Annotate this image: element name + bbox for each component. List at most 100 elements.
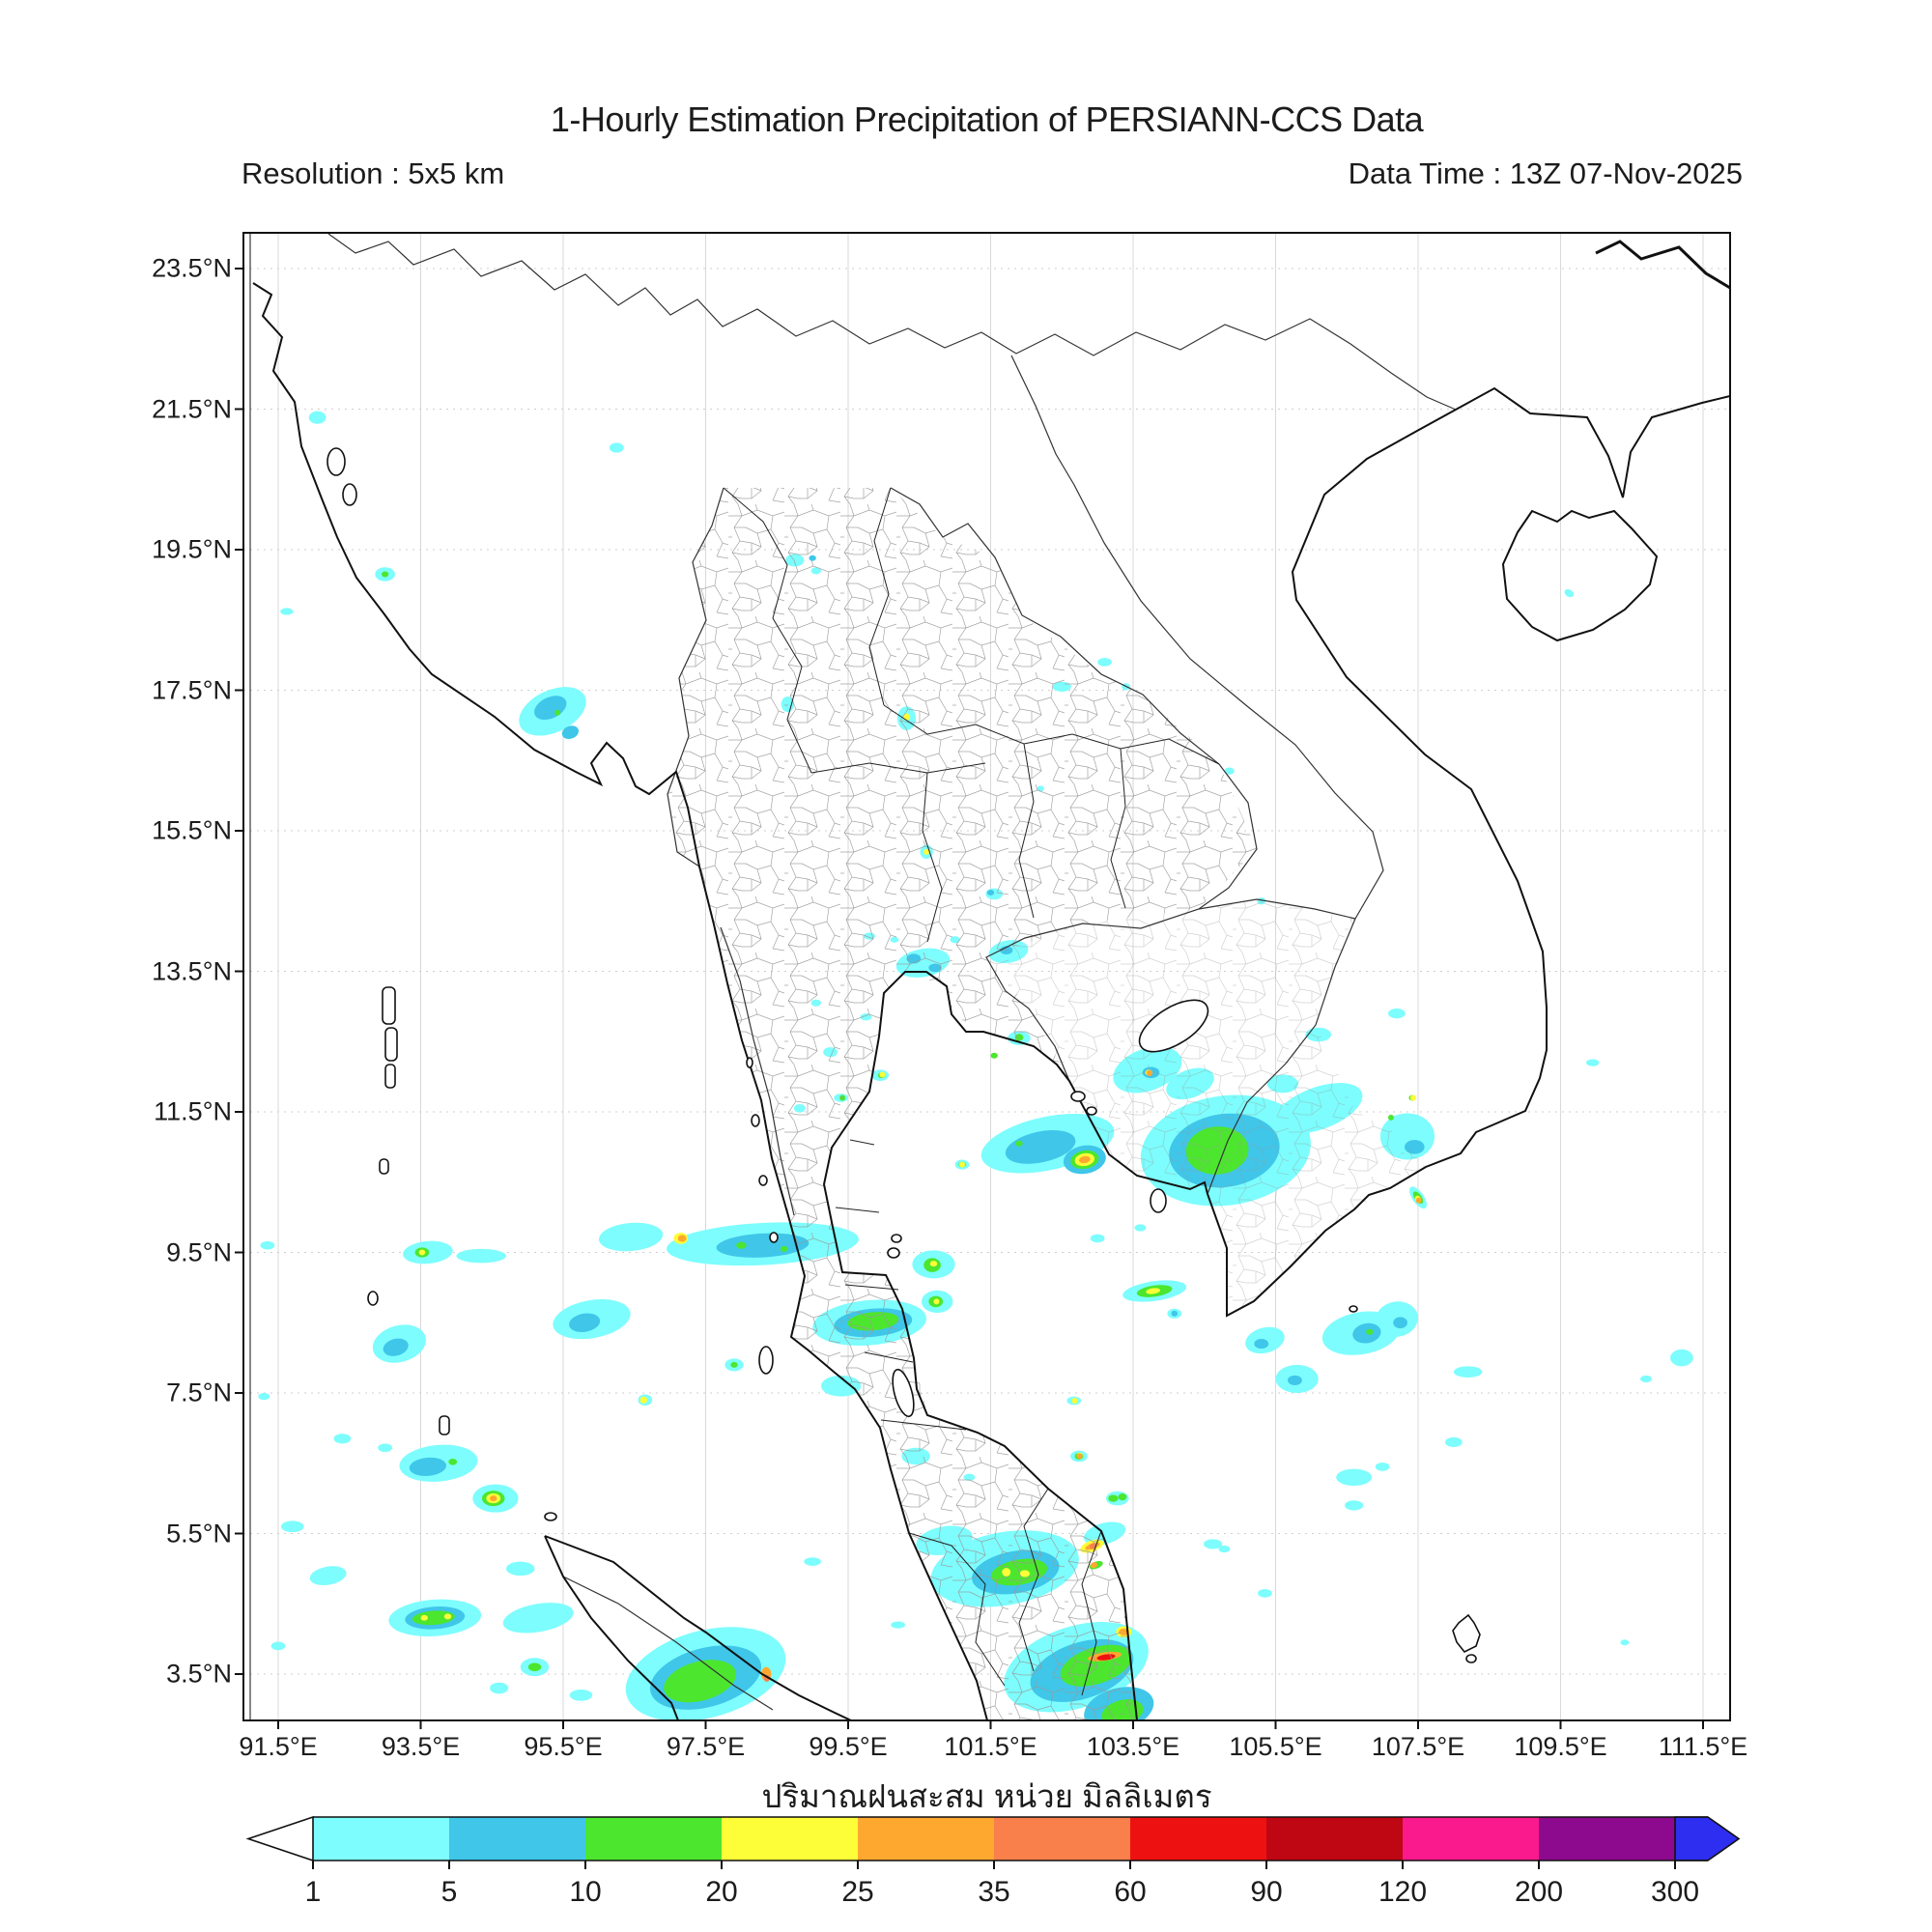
precip-cell bbox=[1254, 1338, 1269, 1350]
colorbar-segment bbox=[994, 1817, 1130, 1861]
precip-cell bbox=[1564, 589, 1575, 598]
lon-tick-label: 111.5°E bbox=[1658, 1732, 1748, 1761]
lat-tick-label: 11.5°N bbox=[154, 1096, 232, 1126]
colorbar-segment bbox=[858, 1817, 994, 1861]
lon-tick-label: 101.5°E bbox=[944, 1732, 1037, 1761]
colorbar-segment bbox=[1403, 1817, 1539, 1861]
precip-cell bbox=[1171, 1310, 1179, 1317]
precip-cell bbox=[1005, 1129, 1076, 1164]
coastline-myanmar-thailand-malaysia bbox=[252, 282, 988, 1720]
precip-cell bbox=[780, 1245, 788, 1252]
precip-cell bbox=[933, 1298, 940, 1305]
colorbar-segment bbox=[449, 1817, 585, 1861]
precip-cell bbox=[1288, 1375, 1302, 1385]
precip-cell bbox=[1071, 1398, 1078, 1405]
lat-tick-label: 17.5°N bbox=[152, 675, 232, 704]
precip-cell bbox=[1453, 1366, 1483, 1378]
map-caption-thai: ปริมาณฝนสะสม หน่วย มิลลิเมตร bbox=[761, 1778, 1212, 1814]
precip-cell bbox=[1415, 1197, 1422, 1204]
precip-cell bbox=[1409, 1094, 1416, 1101]
precip-cell bbox=[598, 1222, 664, 1252]
precip-cell bbox=[409, 1457, 446, 1476]
colorbar-tick-label: 300 bbox=[1651, 1876, 1699, 1908]
province-borders bbox=[723, 487, 1220, 1696]
precip-cell bbox=[1118, 1493, 1127, 1501]
precip-cell bbox=[639, 1396, 648, 1404]
colorbar-tick-label: 20 bbox=[705, 1876, 737, 1908]
lat-tick-label: 3.5°N bbox=[166, 1659, 232, 1689]
lon-tick-label: 95.5°E bbox=[524, 1732, 603, 1761]
precip-cell bbox=[1097, 658, 1112, 667]
coastlines bbox=[252, 240, 1730, 1720]
precip-cell bbox=[1108, 1494, 1119, 1502]
lat-tick-label: 9.5°N bbox=[166, 1237, 232, 1266]
colorbar-tick-label: 200 bbox=[1515, 1876, 1563, 1908]
precip-cell bbox=[1204, 1539, 1223, 1549]
precip-cell bbox=[736, 1241, 747, 1249]
precip-cell bbox=[308, 411, 327, 424]
colorbar-tick-label: 120 bbox=[1378, 1876, 1427, 1908]
phu-quoc-island bbox=[1150, 1188, 1167, 1213]
phuket-island bbox=[758, 1346, 774, 1375]
precip-cell bbox=[569, 1690, 593, 1701]
lon-tick-label: 97.5°E bbox=[666, 1732, 746, 1761]
coastline-china-corner bbox=[1595, 240, 1730, 290]
precip-cell bbox=[443, 1613, 452, 1620]
precip-cell bbox=[1090, 1234, 1105, 1243]
tonle-sap-lake bbox=[1138, 999, 1209, 1053]
precip-cell bbox=[412, 1610, 455, 1626]
precip-cell bbox=[383, 1338, 409, 1356]
precip-cell bbox=[280, 1520, 304, 1533]
thailand-district-mesh bbox=[668, 488, 1257, 1720]
precip-cell bbox=[1620, 1639, 1630, 1646]
songkhla-lake bbox=[892, 1368, 915, 1418]
lat-tick-label: 15.5°N bbox=[152, 815, 232, 845]
page-title: 1-Hourly Estimation Precipitation of PER… bbox=[550, 99, 1424, 139]
coastline-sumatra-west bbox=[544, 1535, 679, 1720]
indochina-district-mesh bbox=[986, 899, 1426, 1316]
colorbar-segment bbox=[1266, 1817, 1403, 1861]
precip-cell bbox=[420, 1614, 428, 1621]
precip-cell bbox=[677, 1235, 687, 1242]
colorbar-segment bbox=[722, 1817, 858, 1861]
precip-cell bbox=[1375, 1463, 1390, 1471]
precip-cell bbox=[381, 571, 389, 578]
coastline-sumatra-east bbox=[544, 1535, 852, 1720]
precip-cell bbox=[1336, 1468, 1373, 1487]
lon-tick-label: 93.5°E bbox=[381, 1732, 461, 1761]
colorbar-tick-label: 25 bbox=[841, 1876, 873, 1908]
precip-cell bbox=[1586, 1059, 1600, 1066]
coastline-hainan bbox=[1501, 509, 1659, 642]
precip-cell bbox=[527, 1662, 542, 1672]
precip-cell bbox=[716, 1233, 810, 1258]
precip-cell bbox=[609, 442, 624, 453]
precip-cell bbox=[506, 1561, 535, 1577]
precip-cell bbox=[1134, 1224, 1147, 1232]
lon-tick-label: 99.5°E bbox=[809, 1732, 888, 1761]
precip-cell bbox=[1224, 767, 1235, 775]
lon-tick-label: 107.5°E bbox=[1371, 1732, 1465, 1761]
precip-cell bbox=[502, 1603, 574, 1634]
lat-tick-label: 5.5°N bbox=[166, 1519, 232, 1548]
precip-cell bbox=[959, 1161, 965, 1168]
resolution-label: Resolution : 5x5 km bbox=[242, 156, 505, 190]
precip-cell bbox=[569, 1313, 601, 1332]
precip-cell bbox=[1076, 1453, 1083, 1460]
precip-cell bbox=[879, 1071, 886, 1078]
precip-cell bbox=[1640, 1375, 1652, 1383]
precip-cell bbox=[1445, 1436, 1463, 1448]
coastline-gulf-vietnam-china bbox=[822, 386, 1730, 1720]
islands-and-lakes bbox=[327, 447, 1481, 1663]
precip-cell bbox=[490, 1495, 497, 1502]
precip-cell bbox=[730, 1361, 738, 1368]
precip-cell bbox=[1258, 1588, 1272, 1598]
mergui-islands bbox=[751, 1114, 760, 1127]
precip-cell bbox=[891, 1621, 905, 1629]
precip-cell bbox=[1393, 1317, 1407, 1329]
colorbar-tick-label: 10 bbox=[569, 1876, 601, 1908]
koh-samui bbox=[887, 1247, 900, 1259]
colorbar-tick-label: 5 bbox=[441, 1876, 458, 1908]
precip-cell bbox=[804, 1557, 821, 1566]
